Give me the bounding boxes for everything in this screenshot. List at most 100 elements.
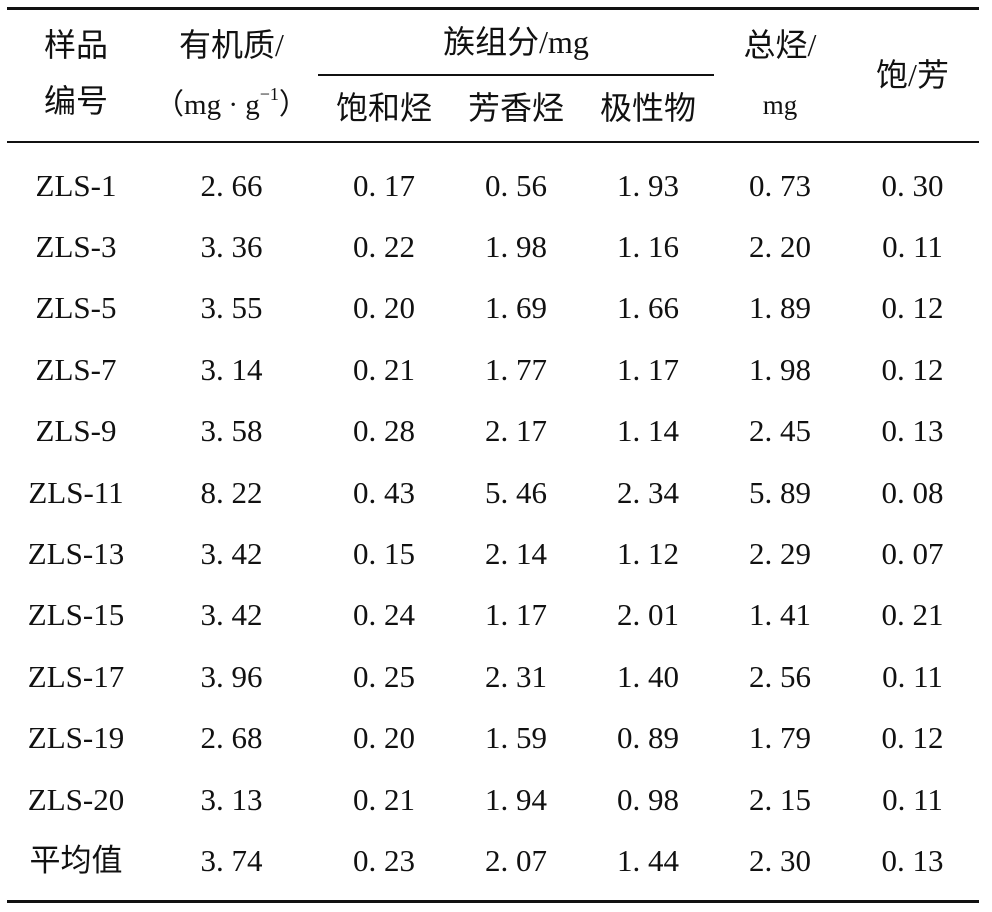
table-cell-organic-matter: 2. 66 [200,167,263,203]
table-cell-sample-id: ZLS-13 [27,535,125,571]
table-row: ZLS-3 3. 36 0. 22 1. 98 1. 16 2. 20 0. 11 [7,216,979,277]
table-cell-organic-matter: 2. 68 [200,720,263,756]
table-cell-polar: 1. 16 [617,228,679,264]
table-cell-sample-id: ZLS-15 [27,597,125,633]
table-row: 平均值 3. 74 0. 23 2. 07 1. 44 2. 30 0. 13 [7,830,979,891]
table-cell-polar: 1. 66 [617,290,679,326]
table-cell-saturated: 0. 23 [353,842,415,878]
table-cell-aromatic: 5. 46 [485,474,547,510]
table-bottom-rule [7,900,979,903]
table-cell-sat-arom-ratio: 0. 08 [881,474,944,510]
table-cell-total-hydrocarbon: 2. 45 [749,413,811,449]
table-cell-organic-matter: 3. 42 [200,535,263,571]
table-cell-organic-matter: 3. 55 [200,290,263,326]
header-sample-id-line2: 编号 [43,83,108,119]
table-cell-saturated: 0. 43 [353,474,415,510]
header-organic-matter-unit: （mg · g−1） [145,85,318,125]
table-cell-sample-id: ZLS-19 [27,720,125,756]
table-cell-total-hydrocarbon: 2. 20 [749,228,811,264]
unit-superscript: −1 [259,84,279,104]
table-cell-saturated: 0. 21 [353,351,415,387]
table-cell-sat-arom-ratio: 0. 12 [881,351,944,387]
header-polar: 极性物 [599,90,696,126]
table-cell-aromatic: 1. 98 [485,228,547,264]
table-cell-saturated: 0. 15 [353,535,415,571]
table-cell-polar: 1. 17 [617,351,679,387]
table-cell-sat-arom-ratio: 0. 13 [881,842,944,878]
table-cell-total-hydrocarbon: 5. 89 [749,474,811,510]
table-cell-sat-arom-ratio: 0. 21 [881,597,944,633]
table-cell-total-hydrocarbon: 2. 56 [749,658,811,694]
table-cell-sample-id: ZLS-20 [27,781,125,817]
table-cell-sat-arom-ratio: 0. 11 [882,658,943,694]
table-row: ZLS-19 2. 68 0. 20 1. 59 0. 89 1. 79 0. 12 [7,707,979,768]
table-row: ZLS-7 3. 14 0. 21 1. 77 1. 17 1. 98 0. 12 [7,339,979,400]
table-cell-polar: 0. 89 [617,720,679,756]
table-cell-sample-id: ZLS-1 [35,167,117,203]
table-cell-aromatic: 2. 31 [485,658,547,694]
table-cell-polar: 2. 34 [617,474,679,510]
table-cell-sat-arom-ratio: 0. 13 [881,413,944,449]
header-bottom-rule [7,141,979,143]
table-row: ZLS-9 3. 58 0. 28 2. 17 1. 14 2. 45 0. 13 [7,400,979,461]
table-cell-sample-id: ZLS-3 [35,228,117,264]
table-cell-aromatic: 1. 17 [485,597,547,633]
table-cell-sat-arom-ratio: 0. 12 [881,720,944,756]
table-cell-saturated: 0. 24 [353,597,415,633]
header-saturated: 饱和烃 [335,90,432,126]
table-row: ZLS-20 3. 13 0. 21 1. 94 0. 98 2. 15 0. 11 [7,769,979,830]
table-row: ZLS-11 8. 22 0. 43 5. 46 2. 34 5. 89 0. 08 [7,462,979,523]
table-cell-sample-id: ZLS-7 [35,351,117,387]
table-cell-polar: 2. 01 [617,597,679,633]
group-components-rule [318,74,714,76]
header-group-components: 族组分/mg [443,24,589,60]
table-cell-saturated: 0. 21 [353,781,415,817]
table-cell-sat-arom-ratio: 0. 07 [881,535,944,571]
header-organic-matter: 有机质/ [179,27,284,63]
table-cell-total-hydrocarbon: 2. 15 [749,781,811,817]
table-cell-polar: 1. 12 [617,535,679,571]
table-row: ZLS-17 3. 96 0. 25 2. 31 1. 40 2. 56 0. 11 [7,646,979,707]
table-cell-organic-matter: 3. 14 [200,351,263,387]
table-cell-saturated: 0. 25 [353,658,415,694]
table-cell-saturated: 0. 28 [353,413,415,449]
table-cell-organic-matter: 3. 13 [200,781,263,817]
table-cell-sat-arom-ratio: 0. 30 [881,167,944,203]
table-cell-aromatic: 2. 17 [485,413,547,449]
table-cell-polar: 1. 93 [617,167,679,203]
unit-suffix: ） [278,89,308,121]
table-cell-organic-matter: 3. 36 [200,228,263,264]
table-cell-saturated: 0. 20 [353,290,415,326]
table-cell-sample-id: ZLS-5 [35,290,117,326]
table-cell-polar: 0. 98 [617,781,679,817]
header-aromatic: 芳香烃 [467,90,564,126]
table-cell-total-hydrocarbon: 2. 30 [749,842,811,878]
table-cell-saturated: 0. 20 [353,720,415,756]
table-cell-sat-arom-ratio: 0. 11 [882,781,943,817]
table-cell-sat-arom-ratio: 0. 12 [881,290,944,326]
table-cell-polar: 1. 14 [617,413,679,449]
table-row: ZLS-15 3. 42 0. 24 1. 17 2. 01 1. 41 0. 21 [7,584,979,645]
table-cell-polar: 1. 40 [617,658,679,694]
table-row: ZLS-5 3. 55 0. 20 1. 69 1. 66 1. 89 0. 12 [7,277,979,338]
table-top-rule [7,7,979,10]
header-sample-id-line1: 样品 [43,27,108,63]
table-row: ZLS-13 3. 42 0. 15 2. 14 1. 12 2. 29 0. 07 [7,523,979,584]
table-cell-total-hydrocarbon: 1. 98 [749,351,811,387]
header-total-hydrocarbon-unit: mg [762,90,798,120]
table-cell-sample-id: ZLS-11 [28,474,124,510]
table-cell-aromatic: 1. 59 [485,720,547,756]
table-cell-total-hydrocarbon: 2. 29 [749,535,811,571]
table-cell-organic-matter: 3. 74 [200,842,263,878]
table-cell-organic-matter: 3. 42 [200,597,263,633]
table-cell-aromatic: 0. 56 [485,167,547,203]
table-cell-total-hydrocarbon: 1. 41 [749,597,811,633]
table-cell-organic-matter: 3. 58 [200,413,263,449]
header-sat-arom-ratio: 饱/芳 [876,57,949,93]
table-cell-sample-id: ZLS-17 [27,658,125,694]
table-cell-aromatic: 2. 07 [485,842,547,878]
table-cell-sample-id: 平均值 [29,842,123,878]
table-cell-saturated: 0. 17 [353,167,415,203]
table-cell-saturated: 0. 22 [353,228,415,264]
table-row: ZLS-1 2. 66 0. 17 0. 56 1. 93 0. 73 0. 30 [7,155,979,216]
